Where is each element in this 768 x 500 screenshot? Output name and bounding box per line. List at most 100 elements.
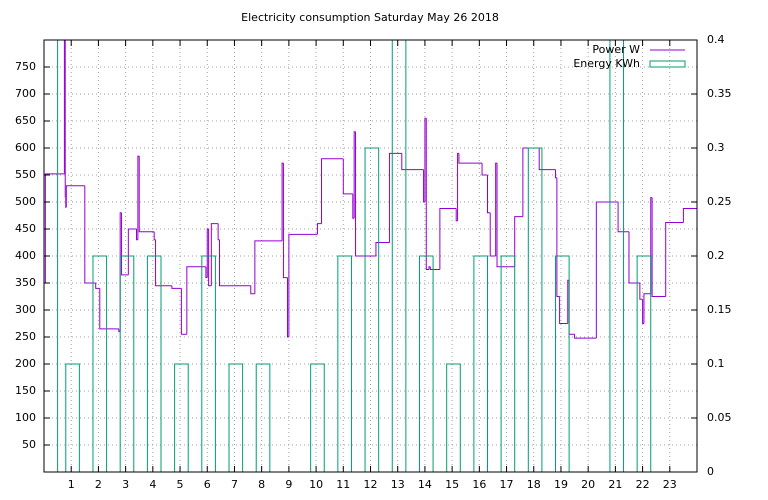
power-step bbox=[321, 158, 344, 224]
power-step bbox=[489, 212, 496, 257]
y-tick-label: 450 bbox=[15, 222, 36, 235]
power-step bbox=[138, 156, 155, 233]
power-step bbox=[254, 240, 283, 294]
power-step bbox=[389, 152, 402, 243]
x-tick-label: 17 bbox=[500, 478, 514, 491]
x-tick-label: 3 bbox=[122, 478, 129, 491]
x-tick-label: 7 bbox=[231, 478, 238, 491]
power-step bbox=[218, 239, 251, 287]
y-tick-label: 250 bbox=[15, 330, 36, 343]
power-step bbox=[595, 201, 619, 339]
power-step bbox=[208, 229, 212, 287]
energy-box bbox=[119, 255, 135, 472]
y2-tick-label: 0.35 bbox=[707, 87, 732, 100]
x-tick-label: 2 bbox=[95, 478, 102, 491]
power-step bbox=[171, 285, 182, 289]
x-tick-label: 5 bbox=[177, 478, 184, 491]
power-step bbox=[63, 40, 65, 174]
power-step bbox=[628, 231, 640, 284]
x-tick-label: 13 bbox=[391, 478, 405, 491]
power-step bbox=[651, 197, 666, 297]
power-step bbox=[180, 288, 187, 335]
energy-box bbox=[337, 255, 352, 472]
x-tick-label: 9 bbox=[285, 478, 292, 491]
energy-box bbox=[609, 40, 625, 472]
y2-tick-label: 0.05 bbox=[707, 411, 732, 424]
power-step bbox=[99, 288, 119, 330]
energy-box bbox=[500, 255, 516, 472]
y-tick-label: 300 bbox=[15, 303, 36, 316]
power-step bbox=[538, 148, 556, 171]
x-tick-label: 20 bbox=[581, 478, 595, 491]
energy-box bbox=[364, 147, 380, 472]
power-step bbox=[574, 334, 597, 339]
energy-box bbox=[473, 255, 488, 472]
power-step bbox=[617, 202, 629, 233]
x-tick-label: 22 bbox=[636, 478, 650, 491]
y-tick-label: 650 bbox=[15, 114, 36, 127]
power-step bbox=[250, 285, 255, 295]
axes: 1 2 3 4 5 6 7 8 9 10 11 12 13 14 15 16 17 18 19 20 21 22 23501… bbox=[15, 33, 732, 491]
x-tick-label: 14 bbox=[418, 478, 432, 491]
x-tick-label: 23 bbox=[663, 478, 677, 491]
y-tick-label: 750 bbox=[15, 60, 36, 73]
power-step bbox=[153, 231, 156, 241]
energy-box bbox=[92, 255, 108, 472]
x-tick-label: 21 bbox=[608, 478, 622, 491]
x-tick-label: 16 bbox=[472, 478, 486, 491]
y2-tick-label: 0.1 bbox=[707, 357, 725, 370]
power-step bbox=[375, 242, 390, 256]
power-step bbox=[282, 163, 288, 279]
power-step bbox=[486, 175, 491, 214]
power-step bbox=[316, 223, 322, 235]
y-tick-label: 350 bbox=[15, 276, 36, 289]
power-step bbox=[496, 163, 515, 268]
energy-box bbox=[636, 255, 652, 472]
plot-area bbox=[44, 40, 697, 472]
power-step bbox=[64, 40, 66, 198]
power-step bbox=[127, 228, 137, 275]
y2-tick-label: 0.2 bbox=[707, 249, 725, 262]
power-step bbox=[439, 207, 457, 270]
power-step bbox=[559, 296, 568, 324]
energy-box bbox=[255, 363, 271, 472]
power-step bbox=[665, 222, 684, 297]
power-step bbox=[44, 173, 65, 283]
x-tick-label: 12 bbox=[364, 478, 378, 491]
x-tick-label: 18 bbox=[527, 478, 541, 491]
energy-box bbox=[555, 255, 570, 472]
power-step bbox=[556, 177, 560, 297]
y2-tick-label: 0.25 bbox=[707, 195, 732, 208]
power-step bbox=[95, 283, 100, 289]
power-step bbox=[288, 233, 318, 337]
power-step bbox=[355, 131, 376, 257]
power-step bbox=[121, 212, 129, 276]
energy-box bbox=[174, 363, 189, 472]
y2-tick-label: 0.15 bbox=[707, 303, 732, 316]
power-step bbox=[458, 153, 483, 164]
y2-tick-label: 0.4 bbox=[707, 33, 725, 46]
power-step bbox=[342, 158, 353, 195]
x-tick-label: 19 bbox=[554, 478, 568, 491]
x-tick-label: 6 bbox=[204, 478, 211, 491]
y-tick-label: 200 bbox=[15, 357, 36, 370]
energy-box bbox=[391, 40, 407, 472]
power-step bbox=[639, 283, 643, 300]
power-step bbox=[481, 163, 488, 176]
x-tick-label: 8 bbox=[258, 478, 265, 491]
y-tick-label: 150 bbox=[15, 384, 36, 397]
legend-label: Power W bbox=[592, 43, 640, 56]
energy-box bbox=[228, 363, 244, 472]
y-tick-label: 550 bbox=[15, 168, 36, 181]
energy-box bbox=[446, 363, 461, 472]
power-step bbox=[84, 185, 96, 284]
chart-title: Electricity consumption Saturday May 26 … bbox=[241, 11, 499, 24]
power-step bbox=[514, 216, 523, 267]
legend-label: Energy KWh bbox=[573, 57, 640, 70]
power-step bbox=[429, 266, 440, 270]
power-step bbox=[186, 266, 206, 335]
energy-box bbox=[146, 255, 162, 472]
y-tick-label: 700 bbox=[15, 87, 36, 100]
